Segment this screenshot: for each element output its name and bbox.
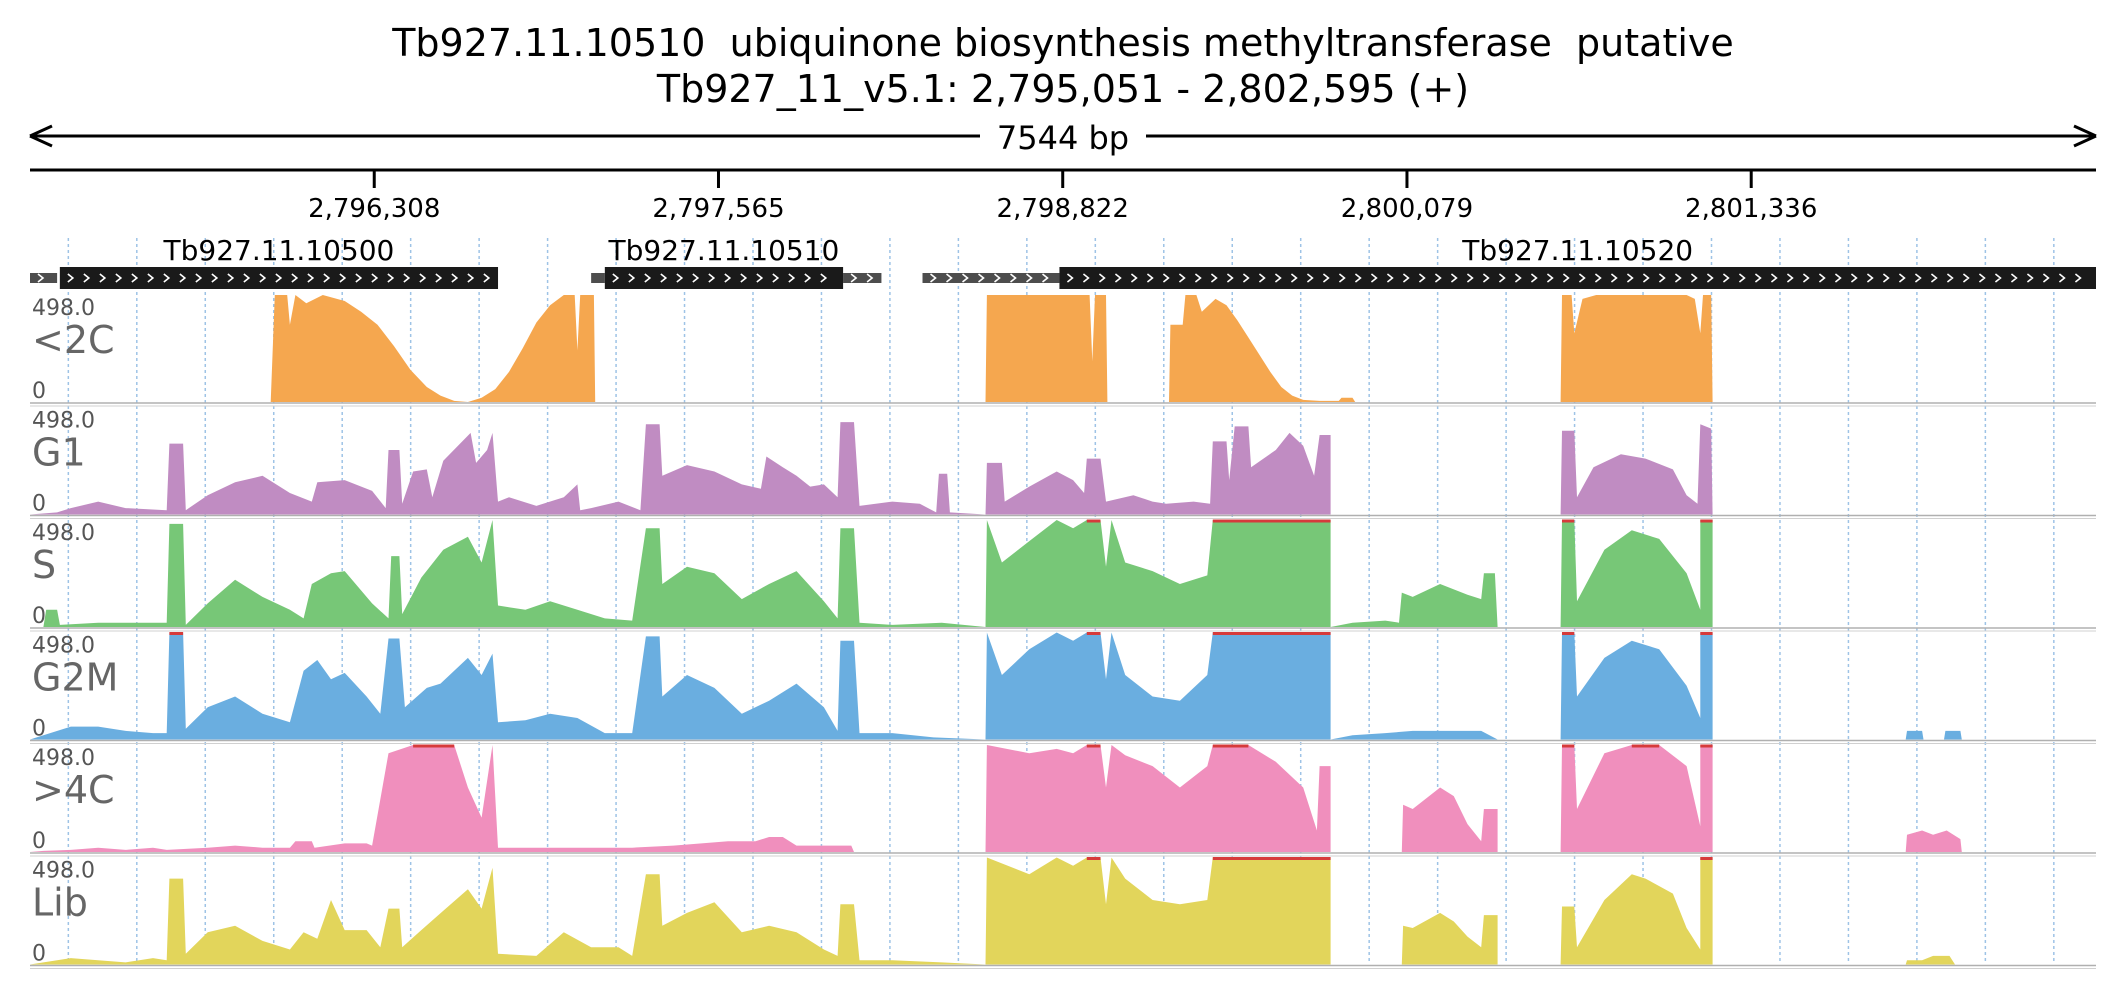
coverage-track: 498.0 0 >4C xyxy=(30,744,2096,857)
y-max-label: 498.0 xyxy=(32,859,95,884)
coverage-tracks: 498.00<2C498.00G1498.00S498.00G2M498.00>… xyxy=(30,295,2096,969)
strand-chevrons xyxy=(1066,273,2082,283)
y-max-label: 498.0 xyxy=(32,746,95,771)
y-max-label: 498.0 xyxy=(32,634,95,659)
gene-cds xyxy=(604,267,844,289)
axis-tick-label: 2,798,822 xyxy=(997,194,1129,224)
gene-model: Tb927.11.10500 xyxy=(30,234,499,289)
y-max-label: 498.0 xyxy=(32,409,95,434)
chart-title: Tb927.11.10510 ubiquinone biosynthesis m… xyxy=(392,21,1734,65)
strand-chevrons xyxy=(850,273,874,283)
track-label: G2M xyxy=(32,656,118,700)
strand-chevrons xyxy=(37,273,45,283)
gene-model: Tb927.11.10510 xyxy=(591,234,882,289)
coverage-area xyxy=(30,632,2096,740)
gene-cds xyxy=(1059,267,2096,289)
y-max-label: 498.0 xyxy=(32,521,95,546)
y-min-label: 0 xyxy=(32,604,46,629)
track-label: S xyxy=(32,543,56,587)
track-label: Lib xyxy=(32,881,88,925)
coverage-track: 498.0 0 G2M xyxy=(30,632,2096,744)
coverage-area xyxy=(30,422,2096,515)
axis-tick-label: 2,796,308 xyxy=(308,194,440,224)
y-max-label: 498.0 xyxy=(32,296,95,321)
coverage-area xyxy=(30,295,2096,402)
coverage-area xyxy=(30,745,2096,852)
strand-chevrons xyxy=(612,273,828,283)
track-label: G1 xyxy=(32,431,86,475)
coordinate-axis: 2,796,308 2,797,565 2,798,822 2,800,079 2,80… xyxy=(30,168,2096,224)
gene-track: Tb927.11.10500 Tb927.11.10510 Tb927.11.105… xyxy=(30,234,2096,289)
axis-tick-label: 2,800,079 xyxy=(1341,194,1473,224)
gene-cds xyxy=(59,267,499,289)
coverage-track: 498.0 0 <2C xyxy=(30,295,2096,407)
track-label: <2C xyxy=(32,318,115,362)
y-min-label: 0 xyxy=(32,492,46,517)
title-block: Tb927.11.10510 ubiquinone biosynthesis m… xyxy=(0,20,2126,112)
y-min-label: 0 xyxy=(32,942,46,967)
y-min-label: 0 xyxy=(32,717,46,742)
span-label-bg xyxy=(980,120,1146,154)
strand-chevrons xyxy=(67,273,491,283)
gene-utr3 xyxy=(843,273,882,283)
coverage-area xyxy=(30,857,2096,965)
coverage-area xyxy=(30,520,2096,627)
coverage-track: 498.0 0 Lib xyxy=(30,857,2096,969)
axis-tick-label: 2,797,565 xyxy=(652,194,784,224)
coverage-track: 498.0 0 G1 xyxy=(30,409,2096,519)
gene-utr5 xyxy=(591,273,605,283)
gene-label: Tb927.11.10500 xyxy=(163,234,395,267)
gene-utr5 xyxy=(922,273,1060,283)
track-label: >4C xyxy=(32,768,115,812)
coverage-track: 498.0 0 S xyxy=(30,519,2096,632)
gene-model: Tb927.11.10520 xyxy=(922,234,2096,289)
span-ruler: 7544 bp xyxy=(29,119,2097,157)
y-min-label: 0 xyxy=(32,829,46,854)
chart-subtitle: Tb927_11_v5.1: 2,795,051 - 2,802,595 (+) xyxy=(656,67,1470,111)
span-arrow-left-head xyxy=(29,124,53,148)
gene-label: Tb927.11.10520 xyxy=(1461,234,1693,267)
gene-label: Tb927.11.10510 xyxy=(608,234,840,267)
strand-chevrons xyxy=(930,273,1049,283)
span-label: 7544 bp xyxy=(997,119,1129,157)
axis-tick-label: 2,801,336 xyxy=(1685,194,1817,224)
span-arrow-right-head xyxy=(2073,124,2097,148)
y-min-label: 0 xyxy=(32,379,46,404)
